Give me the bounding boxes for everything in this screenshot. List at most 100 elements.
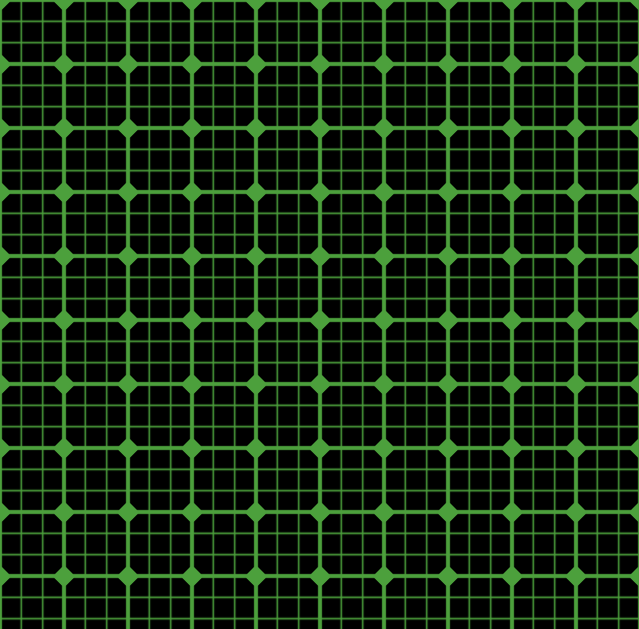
grid-node-diamond bbox=[53, 181, 75, 203]
grid-node-diamond bbox=[117, 437, 139, 459]
grid-node-diamond bbox=[373, 309, 395, 331]
grid-node-diamond bbox=[373, 565, 395, 587]
grid-node-diamond bbox=[245, 309, 267, 331]
grid-node-diamond bbox=[309, 53, 331, 75]
grid-node-diamond bbox=[117, 53, 139, 75]
grid-node-diamond bbox=[565, 565, 587, 587]
grid-node-diamond bbox=[53, 0, 75, 11]
grid-node-diamond bbox=[629, 245, 639, 267]
grid-node-diamond bbox=[501, 373, 523, 395]
grid-node-diamond bbox=[0, 309, 11, 331]
grid-node-diamond bbox=[565, 117, 587, 139]
grid-node-diamond bbox=[117, 181, 139, 203]
grid-node-diamond bbox=[309, 437, 331, 459]
grid-node-diamond bbox=[373, 501, 395, 523]
grid-node-diamond bbox=[53, 373, 75, 395]
grid-node-diamond bbox=[565, 309, 587, 331]
grid-node-diamond bbox=[437, 53, 459, 75]
grid-node-diamond bbox=[245, 181, 267, 203]
grid-node-diamond bbox=[0, 501, 11, 523]
grid-node-diamond bbox=[373, 181, 395, 203]
grid-node-diamond bbox=[0, 181, 11, 203]
grid-node-diamond bbox=[565, 53, 587, 75]
grid-node-diamond bbox=[181, 437, 203, 459]
grid-node-diamond bbox=[309, 181, 331, 203]
grid-node-diamond bbox=[373, 373, 395, 395]
grid-node-diamond bbox=[0, 117, 11, 139]
grid-node-diamond bbox=[0, 53, 11, 75]
grid-node-diamond bbox=[501, 501, 523, 523]
grid-node-diamond bbox=[117, 117, 139, 139]
grid-node-diamond bbox=[501, 437, 523, 459]
grid-node-diamond bbox=[437, 0, 459, 11]
grid-node-diamond bbox=[565, 0, 587, 11]
grid-node-diamond bbox=[117, 373, 139, 395]
grid-node-diamond bbox=[245, 437, 267, 459]
grid-node-diamond bbox=[437, 245, 459, 267]
grid-node-diamond bbox=[565, 373, 587, 395]
grid-node-diamond bbox=[629, 0, 639, 11]
grid-node-diamond bbox=[117, 245, 139, 267]
grid-node-diamond bbox=[181, 373, 203, 395]
grid-node-diamond bbox=[245, 565, 267, 587]
grid-node-diamond bbox=[629, 53, 639, 75]
grid-node-diamond bbox=[245, 53, 267, 75]
grid-node-diamond bbox=[0, 565, 11, 587]
grid-node-diamond bbox=[117, 565, 139, 587]
grid-node-diamond bbox=[629, 565, 639, 587]
grid-node-diamond bbox=[309, 309, 331, 331]
grid-node-diamond bbox=[629, 309, 639, 331]
grid-node-diamond bbox=[245, 245, 267, 267]
grid-node-diamond bbox=[181, 309, 203, 331]
grid-node-diamond bbox=[181, 0, 203, 11]
grid-node-diamond bbox=[437, 117, 459, 139]
grid-node-diamond bbox=[53, 245, 75, 267]
grid-node-diamond bbox=[629, 373, 639, 395]
grid-node-diamond bbox=[53, 117, 75, 139]
grid-node-diamond bbox=[629, 181, 639, 203]
grid-node-diamond bbox=[501, 181, 523, 203]
grid-node-diamond bbox=[437, 181, 459, 203]
grid-node-diamond bbox=[0, 437, 11, 459]
grid-node-diamond bbox=[373, 117, 395, 139]
grid-node-diamond bbox=[309, 373, 331, 395]
grid-node-diamond bbox=[181, 181, 203, 203]
grid-node-diamond bbox=[629, 437, 639, 459]
grid-node-diamond bbox=[629, 501, 639, 523]
grid-node-diamond bbox=[565, 245, 587, 267]
grid-node-diamond bbox=[501, 53, 523, 75]
grid-node-diamond bbox=[0, 373, 11, 395]
grid-node-diamond bbox=[0, 245, 11, 267]
grid-node-diamond bbox=[501, 0, 523, 11]
grid-node-diamond bbox=[181, 501, 203, 523]
grid-node-diamond bbox=[53, 501, 75, 523]
grid-node-diamond bbox=[309, 565, 331, 587]
grid-node-diamond bbox=[437, 309, 459, 331]
grid-node-diamond bbox=[501, 309, 523, 331]
grid-node-diamond bbox=[373, 245, 395, 267]
grid-node-diamond bbox=[181, 245, 203, 267]
grid-node-diamond bbox=[117, 309, 139, 331]
grid-node-diamond bbox=[245, 0, 267, 11]
grid-node-diamond bbox=[373, 0, 395, 11]
grid-node-diamond bbox=[0, 0, 11, 11]
grid-node-diamond bbox=[53, 53, 75, 75]
grid-node-diamond bbox=[309, 245, 331, 267]
grid-node-diamond bbox=[53, 437, 75, 459]
grid-node-diamond bbox=[245, 117, 267, 139]
grid-node-diamond bbox=[117, 501, 139, 523]
grid-node-diamond bbox=[373, 53, 395, 75]
grid-node-diamond bbox=[437, 565, 459, 587]
grid-node-diamond bbox=[181, 117, 203, 139]
grid-node-diamond bbox=[309, 117, 331, 139]
grid-node-diamond bbox=[245, 373, 267, 395]
grid-node-diamond bbox=[565, 181, 587, 203]
grid-node-diamond bbox=[565, 437, 587, 459]
grid-node-diamond bbox=[437, 501, 459, 523]
grid-node-diamond bbox=[53, 309, 75, 331]
grid-node-diamond bbox=[309, 501, 331, 523]
grid-node-diamond bbox=[309, 0, 331, 11]
